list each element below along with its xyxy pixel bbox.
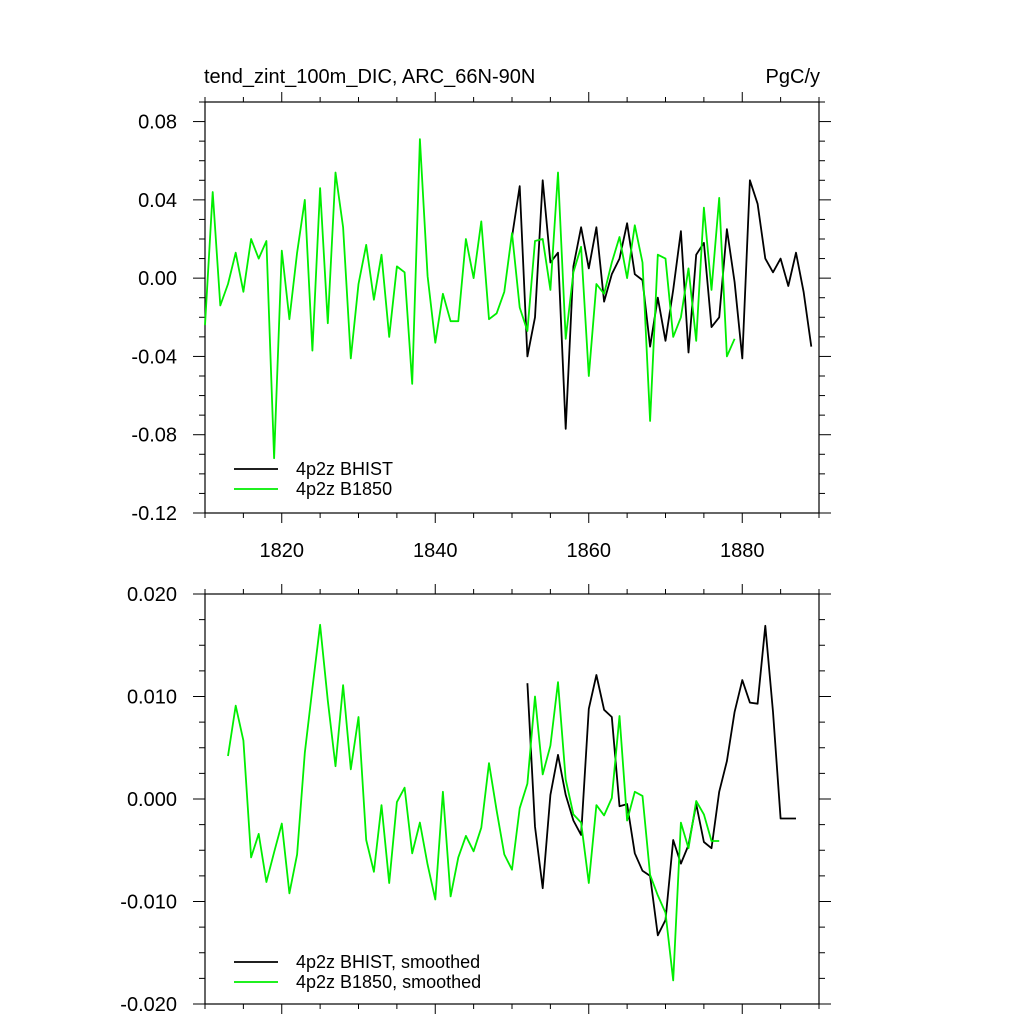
series-line-4p2z-bhist-smoothed (526, 624, 796, 937)
y-tick-label: 0.020 (127, 584, 177, 606)
y-tick-label: -0.010 (120, 892, 177, 914)
y-tick-label: -0.08 (131, 425, 177, 447)
y-tick-label: 0.04 (138, 190, 177, 212)
y-tick-label: -0.12 (131, 503, 177, 525)
legend-label: 4p2z BHIST, smoothed (296, 952, 480, 972)
series-line-4p2z-bhist (511, 179, 813, 430)
top-panel: 1820 1840 1860 1880 0.08 0.04 0.00 -0.04 -0.08 -0… (131, 92, 831, 562)
plot-frame (204, 101, 820, 514)
series-line-4p2z-b1850-smoothed (227, 623, 720, 982)
series-line-4p2z-b1850 (204, 138, 736, 460)
y-tick-label: -0.04 (131, 346, 177, 368)
x-tick-label: 1860 (567, 540, 612, 562)
x-tick-label: 1820 (260, 540, 305, 562)
x-tick-label: 1840 (413, 540, 458, 562)
y-tick-label: 0.00 (138, 268, 177, 290)
legend-label: 4p2z B1850 (296, 479, 392, 499)
legend-label: 4p2z B1850, smoothed (296, 972, 481, 992)
chart-title: tend_zint_100m_DIC, ARC_66N-90N (204, 66, 535, 88)
y-tick-label: 0.010 (127, 687, 177, 709)
plot-frame (204, 593, 820, 1005)
y-tick-label: 0.000 (127, 789, 177, 811)
x-tick-label: 1880 (720, 540, 765, 562)
bottom-panel: 0.020 0.010 0.000 -0.010 -0.020 4p2z BHIST, s… (120, 584, 831, 1016)
y-tick-label: 0.08 (138, 112, 177, 134)
legend-label: 4p2z BHIST (296, 459, 393, 479)
y-tick-label: -0.020 (120, 994, 177, 1016)
top-chart-header: tend_zint_100m_DIC, ARC_66N-90N PgC/y (204, 66, 820, 88)
units-label: PgC/y (766, 66, 820, 88)
